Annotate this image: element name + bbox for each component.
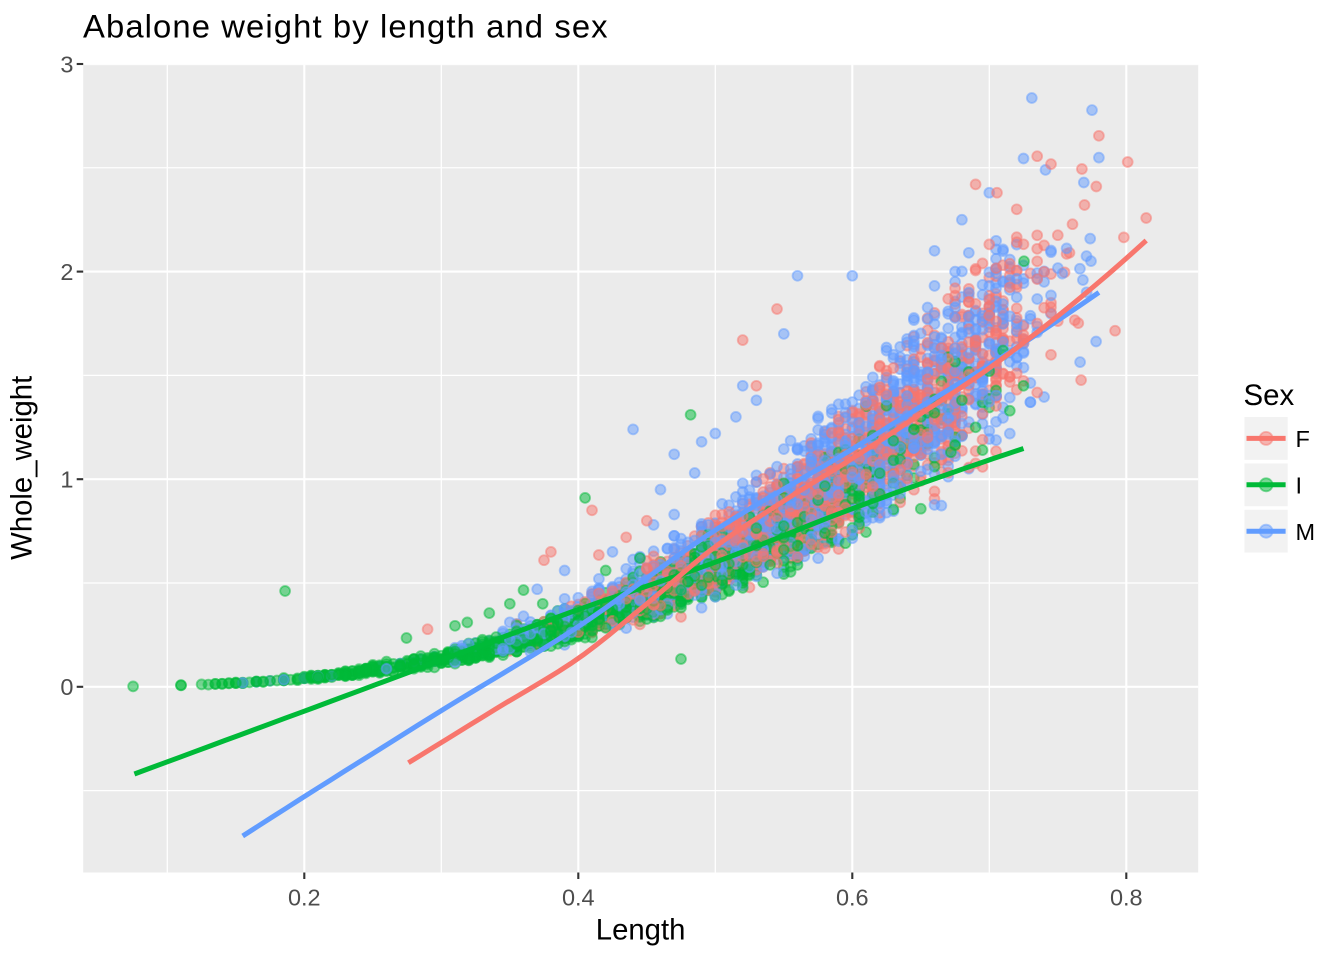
svg-text:1: 1 bbox=[60, 467, 73, 493]
svg-text:0.2: 0.2 bbox=[288, 885, 321, 911]
svg-text:0.4: 0.4 bbox=[562, 885, 595, 911]
svg-text:Sex: Sex bbox=[1244, 379, 1295, 412]
svg-text:Whole_weight: Whole_weight bbox=[6, 376, 39, 560]
svg-text:Abalone weight by length and s: Abalone weight by length and sex bbox=[83, 8, 609, 45]
svg-text:0: 0 bbox=[60, 674, 73, 700]
svg-text:I: I bbox=[1296, 472, 1303, 498]
svg-text:0.6: 0.6 bbox=[836, 885, 869, 911]
svg-text:3: 3 bbox=[60, 51, 73, 77]
svg-text:2: 2 bbox=[60, 259, 73, 285]
svg-text:0.8: 0.8 bbox=[1110, 885, 1143, 911]
svg-text:M: M bbox=[1296, 519, 1316, 545]
svg-text:F: F bbox=[1296, 426, 1310, 452]
svg-text:Length: Length bbox=[596, 914, 686, 947]
